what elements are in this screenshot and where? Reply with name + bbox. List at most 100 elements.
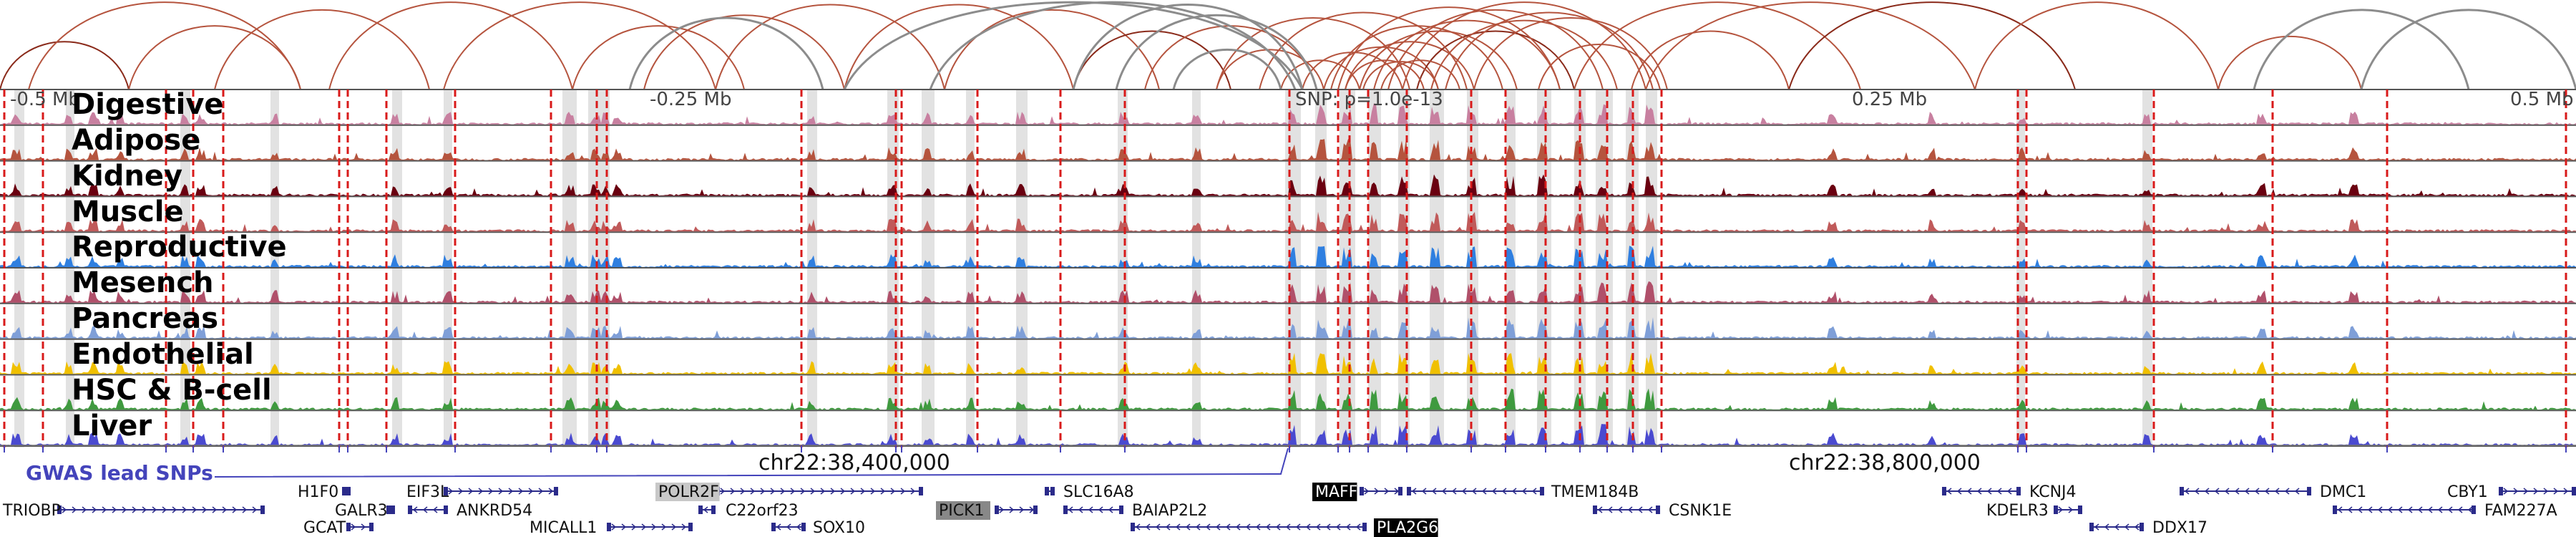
gene-label: SLC16A8 (1063, 483, 1134, 501)
chromatin-loop-arc (1216, 49, 1324, 90)
scale-label-minus-half-mb: -0.5 Mb (10, 89, 80, 110)
gene-slc16a8[interactable]: SLC16A8 (1045, 483, 1134, 501)
gene-label: PLA2G6 (1377, 519, 1438, 537)
gene-pick1[interactable]: PICK1 (936, 501, 1038, 520)
gene-label: GALR3 (335, 502, 388, 520)
chromatin-loop-arc (443, 1, 716, 90)
signal-track-digestive (0, 103, 2576, 125)
gene-kcnj4[interactable]: KCNJ4 (1942, 483, 2077, 501)
chromatin-loop-arc (0, 41, 130, 90)
gene-label: DMC1 (2320, 483, 2366, 501)
chromatin-loop-arc (1445, 11, 1654, 90)
track-label-adipose: Adipose (72, 124, 201, 157)
gene-label: GCAT (303, 519, 346, 537)
chromatin-loop-arc (2360, 9, 2576, 90)
gene-tmem184b[interactable]: TMEM184B (1407, 483, 1639, 501)
chromatin-loop-arc (1631, 30, 1790, 90)
gene-csnk1e[interactable]: CSNK1E (1593, 502, 1732, 520)
signal-track-endothelial (0, 352, 2576, 374)
chromatin-loop-arc (2253, 9, 2470, 90)
gene-label: DDX17 (2152, 519, 2207, 537)
chromatin-loop-arc (1387, 9, 1604, 90)
gene-fam227a[interactable]: FAM227A (2333, 502, 2557, 520)
chromatin-loop-arc (1430, 19, 1618, 90)
gene-label: PICK1 (939, 502, 985, 520)
coordinate-label-right: chr22:38,800,000 (1789, 450, 1981, 475)
chromatin-loop-arc (1645, 1, 1976, 90)
chromatin-loop-arc (1302, 52, 1403, 90)
chromatin-loop-arc (1380, 59, 1460, 90)
gene-h1f0[interactable]: H1F0 (298, 483, 351, 501)
gene-label: KCNJ4 (2029, 483, 2077, 501)
chromatin-loop-arc (1974, 1, 2219, 90)
gene-label: BAIAP2L2 (1132, 502, 1207, 520)
signal-track-adipose (0, 138, 2576, 160)
gwas-snp-connector (214, 448, 1289, 478)
chromatin-loop-arc (1574, 1, 1861, 90)
gene-maff[interactable]: MAFF (1312, 483, 1402, 501)
scale-label-plus-half-mb: 0.5 Mb (2510, 89, 2574, 110)
chromatin-loop-arc (1402, 1, 1646, 90)
chromatin-loop-arc (1345, 41, 1475, 90)
gene-label: CSNK1E (1669, 502, 1732, 520)
gene-label: MAFF (1315, 483, 1357, 501)
track-label-muscle: Muscle (72, 195, 184, 228)
scale-label-snp: SNP: p=1.0e-13 (1295, 89, 1443, 110)
accessibility-signal-tracks (0, 103, 2576, 445)
gene-kdelr3[interactable]: KDELR3 (1986, 502, 2082, 520)
chromatin-loop-arc (1788, 1, 2076, 90)
chromatin-loop-arcs (0, 1, 2576, 90)
signal-track-mesench (0, 281, 2576, 303)
track-label-mesench: Mesench (72, 266, 214, 299)
signal-track-pancreas (0, 317, 2576, 339)
chromatin-loop-arc (1072, 3, 1304, 90)
gene-micall1[interactable]: MICALL1 (530, 519, 693, 537)
track-label-hsc-b-cell: HSC & B-cell (72, 374, 272, 407)
gene-galr3[interactable]: GALR3 (335, 502, 395, 520)
scale-label-plus-quarter-mb: 0.25 Mb (1852, 89, 1928, 110)
signal-track-kidney (0, 174, 2576, 196)
gwas-lead-snp-track (0, 445, 2576, 478)
chromatin-loop-arc (643, 14, 845, 90)
gene-triobp[interactable]: TRIOBP (2, 502, 265, 520)
chromatin-loop-arc (1216, 16, 1410, 90)
gene-cby1[interactable]: CBY1 (2447, 483, 2576, 501)
gene-polr2f[interactable]: POLR2F (655, 483, 923, 501)
gene-label: TRIOBP (2, 502, 61, 520)
chromatin-loop-arc (1337, 6, 1561, 90)
chromatin-loop-arc (1345, 59, 1425, 90)
gene-label: MICALL1 (530, 519, 597, 537)
gene-ankrd54[interactable]: ANKRD54 (408, 502, 532, 520)
gene-label: FAM227A (2484, 502, 2557, 520)
chromatin-loop-arc (1172, 49, 1282, 90)
gene-label: TMEM184B (1551, 483, 1639, 501)
gene-label: C22orf23 (726, 502, 799, 520)
gene-label: EIF3L (406, 483, 449, 501)
chromatin-loop-arc (844, 4, 1074, 90)
gwas-snp-dashed-lines (3, 90, 2567, 448)
chromatin-loop-arc (2218, 36, 2362, 90)
gene-c22orf23[interactable]: C22orf23 (698, 502, 799, 520)
scale-label-minus-quarter-mb: -0.25 Mb (650, 89, 732, 110)
gene-baiap2l2[interactable]: BAIAP2L2 (1063, 502, 1207, 520)
gene-pla2g6[interactable]: PLA2G6 (1131, 518, 1438, 537)
gene-label: SOX10 (813, 519, 865, 537)
gene-label: POLR2F (658, 483, 719, 501)
track-borders (0, 89, 2576, 447)
coordinate-label-left: chr22:38,400,000 (758, 450, 950, 475)
chromatin-loop-arc (628, 16, 824, 90)
gene-dmc1[interactable]: DMC1 (2180, 483, 2366, 501)
chromatin-loop-arc (214, 9, 430, 90)
gwas-lead-snps-label: GWAS lead SNPs (26, 461, 213, 485)
chromatin-loop-arc (572, 25, 745, 90)
gene-eif3l[interactable]: EIF3L (406, 483, 558, 501)
track-label-kidney: Kidney (72, 160, 183, 193)
chromatin-loop-arc (1073, 30, 1231, 90)
chromatin-loop-arc (1280, 59, 1360, 90)
chromatin-loop-arc (1115, 14, 1318, 90)
gene-label: KDELR3 (1986, 502, 2049, 520)
gene-sox10[interactable]: SOX10 (771, 519, 865, 537)
gene-gcat[interactable]: GCAT (303, 519, 374, 537)
gene-ddx17[interactable]: DDX17 (2089, 519, 2207, 537)
